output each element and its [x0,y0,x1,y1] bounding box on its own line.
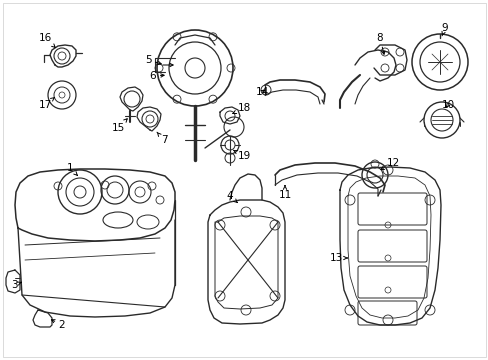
Text: 9: 9 [441,23,447,36]
Text: 8: 8 [376,33,384,54]
Text: 2: 2 [51,320,65,330]
Text: 17: 17 [38,98,54,110]
Text: 13: 13 [329,253,346,263]
Text: 12: 12 [380,158,399,170]
Text: 10: 10 [441,100,454,110]
Text: 7: 7 [157,132,167,145]
Text: 1: 1 [66,163,77,175]
Text: 4: 4 [226,191,237,203]
Text: 19: 19 [233,150,250,161]
Text: 15: 15 [111,119,127,133]
Text: 11: 11 [278,186,291,200]
Text: 14: 14 [255,87,268,97]
Text: 3: 3 [11,280,21,290]
Text: 5: 5 [144,55,161,65]
Text: 16: 16 [38,33,55,48]
Text: 6: 6 [149,71,164,81]
Text: 18: 18 [232,103,250,113]
